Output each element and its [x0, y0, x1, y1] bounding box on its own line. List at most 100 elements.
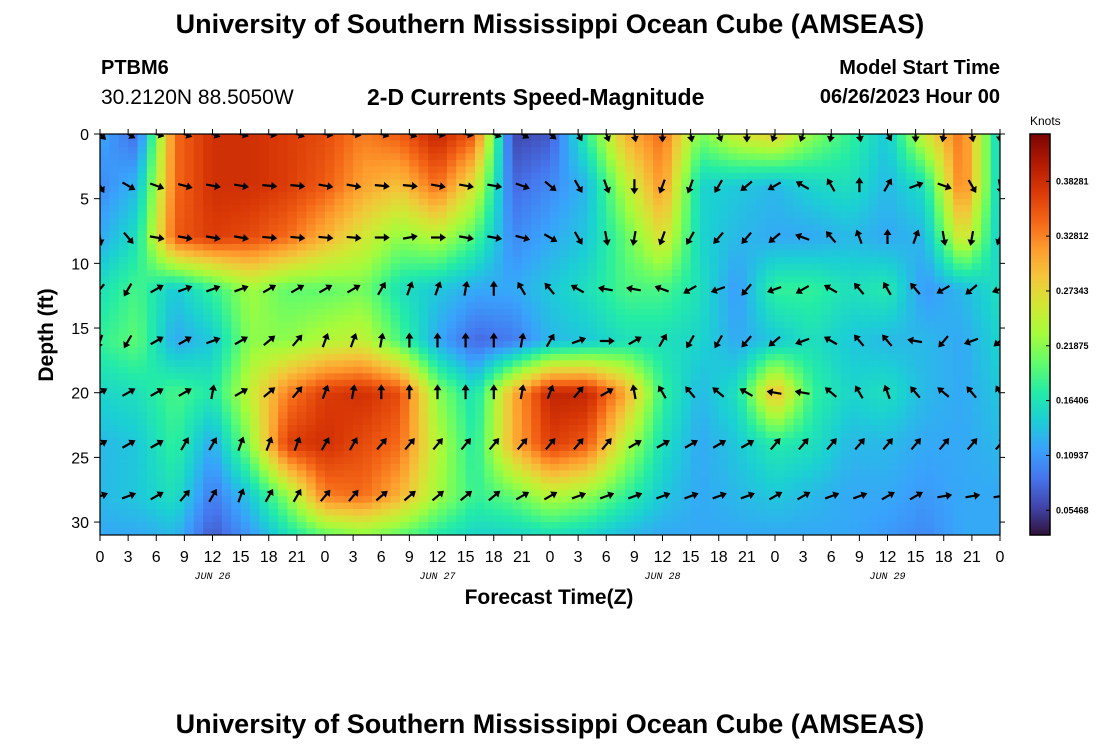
heatmap-cell: [596, 528, 607, 535]
heatmap-cell: [465, 522, 476, 530]
heatmap-cell: [625, 392, 635, 400]
heatmap-cell: [390, 250, 401, 258]
heatmap-cell: [803, 528, 814, 535]
heatmap-cell: [521, 444, 532, 452]
heatmap-cell: [700, 463, 710, 471]
heatmap-cell: [671, 192, 682, 200]
heatmap-cell: [381, 431, 392, 439]
heatmap-cell: [503, 256, 514, 264]
heatmap-cell: [840, 140, 851, 148]
heatmap-cell: [137, 463, 148, 471]
heatmap-cell: [756, 509, 767, 517]
heatmap-cell: [109, 502, 120, 510]
heatmap-cell: [221, 463, 232, 471]
heatmap-cell: [400, 515, 410, 523]
heatmap-cell: [531, 444, 542, 452]
heatmap-cell: [503, 515, 514, 523]
heatmap-cell: [353, 425, 364, 433]
heatmap-cell: [653, 405, 664, 413]
heatmap-cell: [793, 140, 804, 148]
heatmap-cell: [446, 224, 457, 232]
heatmap-cell: [109, 405, 120, 413]
heatmap-cell: [343, 302, 354, 310]
heatmap-cell: [456, 328, 467, 336]
heatmap-cell: [409, 159, 420, 167]
heatmap-cell: [250, 463, 260, 471]
heatmap-cell: [681, 528, 692, 535]
heatmap-cell: [737, 166, 748, 174]
heatmap-cell: [512, 431, 523, 439]
heatmap-cell: [775, 399, 785, 407]
heatmap-cell: [803, 386, 814, 394]
heatmap-cell: [578, 198, 589, 206]
heatmap-cell: [596, 146, 607, 155]
heatmap-cell: [409, 515, 420, 523]
heatmap-cell: [475, 386, 485, 394]
heatmap-cell: [540, 205, 551, 213]
heatmap-cell: [250, 289, 260, 297]
heatmap-cell: [484, 405, 495, 413]
heatmap-cell: [137, 153, 148, 161]
heatmap-cell: [484, 146, 495, 155]
heatmap-cell: [371, 321, 382, 329]
heatmap-cell: [456, 366, 467, 374]
heatmap-cell: [362, 496, 373, 504]
heatmap-cell: [718, 289, 729, 297]
heatmap-cell: [100, 218, 110, 226]
heatmap-cell: [821, 159, 832, 167]
heatmap-cell: [681, 328, 692, 336]
heatmap-cell: [831, 146, 842, 155]
heatmap-cell: [428, 476, 439, 484]
heatmap-cell: [475, 224, 485, 232]
heatmap-cell: [371, 431, 382, 439]
heatmap-cell: [118, 243, 129, 252]
heatmap-cell: [765, 399, 776, 407]
heatmap-cell: [446, 295, 457, 303]
heatmap-cell: [746, 308, 757, 316]
heatmap-cell: [765, 463, 776, 471]
heatmap-cell: [287, 269, 298, 277]
heatmap-cell: [746, 276, 757, 284]
heatmap-cell: [212, 256, 223, 264]
heatmap-cell: [718, 321, 729, 329]
heatmap-cell: [737, 263, 748, 271]
heatmap-cell: [381, 153, 392, 161]
heatmap-cell: [390, 457, 401, 465]
heatmap-cell: [587, 134, 598, 142]
heatmap-cell: [625, 399, 635, 407]
heatmap-cell: [531, 237, 542, 245]
heatmap-cell: [268, 470, 279, 478]
heatmap-cell: [325, 205, 335, 213]
heatmap-cell: [596, 353, 607, 361]
heatmap-cell: [709, 360, 720, 368]
heatmap-cell: [128, 483, 139, 491]
heatmap-cell: [550, 205, 560, 213]
heatmap-cell: [550, 463, 560, 471]
heatmap-cell: [446, 489, 457, 497]
heatmap-cell: [175, 522, 185, 530]
heatmap-cell: [690, 347, 701, 355]
heatmap-cell: [821, 321, 832, 329]
heatmap-cell: [137, 295, 148, 303]
heatmap-cell: [681, 315, 692, 323]
heatmap-cell: [193, 515, 204, 523]
heatmap-cell: [268, 444, 279, 452]
heatmap-cell: [850, 321, 860, 329]
heatmap-cell: [175, 463, 185, 471]
heatmap-cell: [681, 450, 692, 458]
heatmap-cell: [100, 224, 110, 232]
heatmap-cell: [278, 237, 289, 245]
heatmap-cell: [287, 457, 298, 465]
heatmap-cell: [390, 205, 401, 213]
heatmap-cell: [681, 231, 692, 239]
heatmap-cell: [793, 463, 804, 471]
heatmap-cell: [306, 308, 317, 316]
heatmap-cell: [690, 386, 701, 394]
heatmap-cell: [315, 134, 326, 142]
heatmap-cell: [850, 308, 860, 316]
heatmap-cell: [681, 418, 692, 426]
heatmap-cell: [700, 192, 710, 200]
heatmap-cell: [268, 140, 279, 148]
heatmap-cell: [521, 282, 532, 290]
heatmap-cell: [700, 295, 710, 303]
